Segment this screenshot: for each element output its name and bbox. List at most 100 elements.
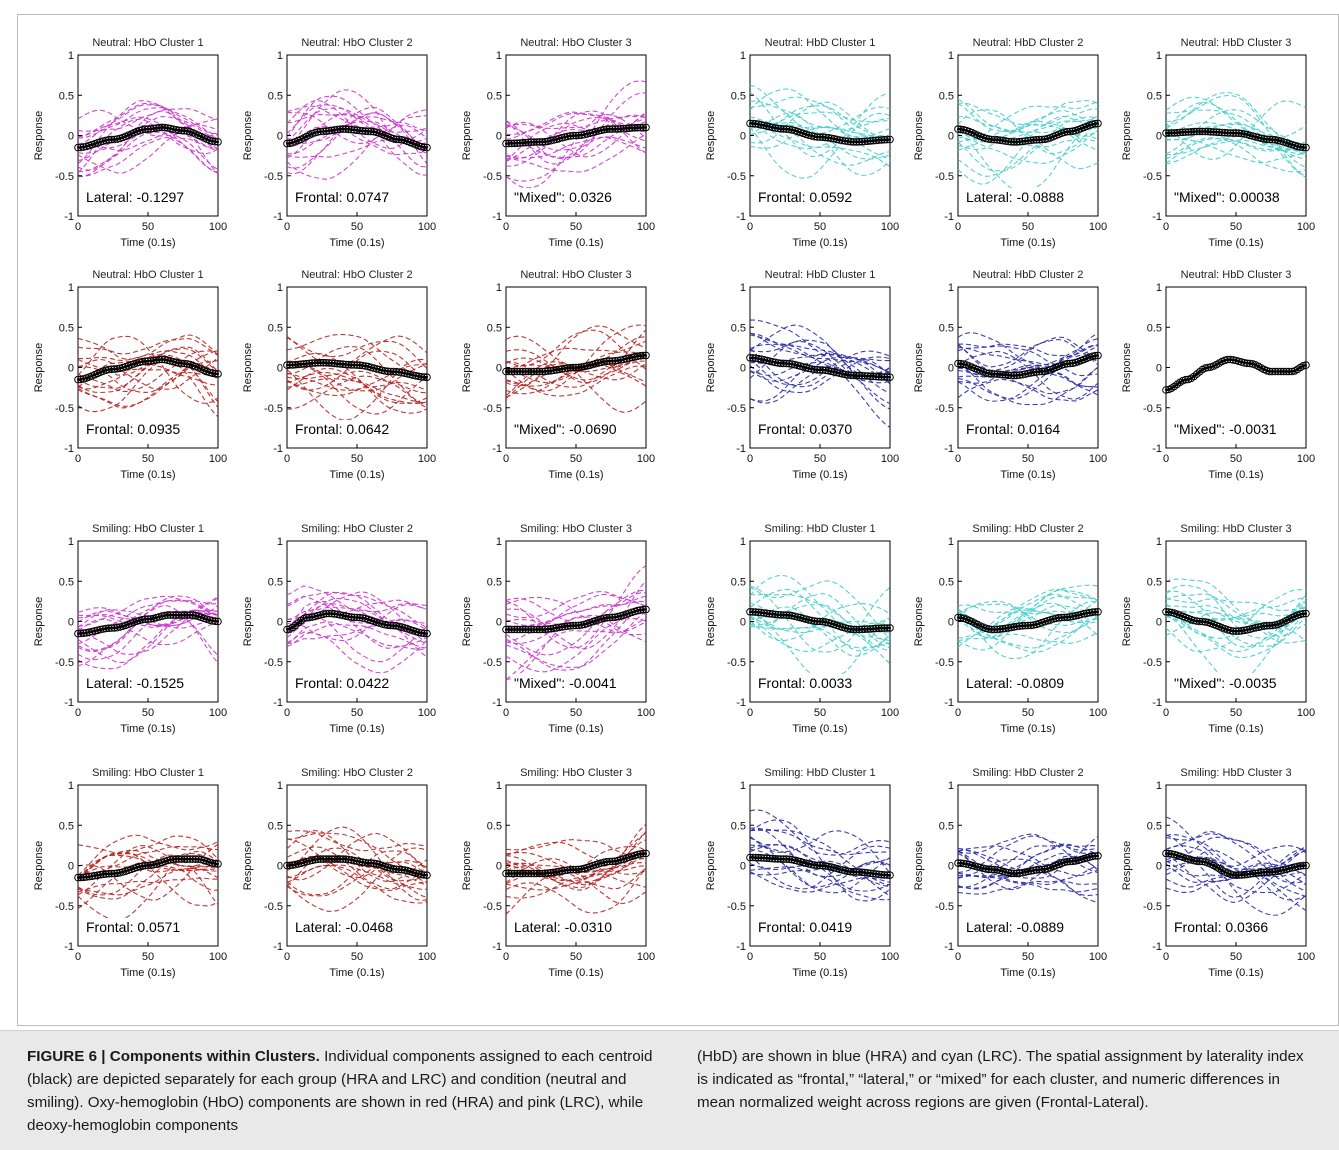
centroid-marker: [566, 866, 575, 874]
component-line: [505, 593, 647, 627]
centroid-marker: [608, 613, 617, 622]
centroid-marker: [214, 370, 222, 378]
component-line: [749, 84, 891, 135]
component-line: [77, 107, 219, 139]
centroid-marker: [384, 367, 392, 376]
centroid-marker: [1254, 869, 1263, 877]
centroid-marker: [1257, 622, 1265, 631]
subplot-title: Smiling: HbD Cluster 1: [764, 767, 875, 779]
centroid-marker: [788, 855, 796, 864]
centroid-marker: [1018, 137, 1027, 146]
centroid-marker: [563, 132, 572, 141]
centroid-marker: [858, 371, 866, 380]
centroid-marker: [777, 125, 785, 133]
centroid-marker: [763, 356, 771, 365]
component-line: [77, 595, 219, 627]
centroid-marker: [639, 123, 648, 132]
centroid-marker: [1091, 608, 1099, 616]
centroid-marker: [133, 863, 141, 872]
centroid-marker: [1215, 128, 1223, 137]
centroid-marker: [395, 622, 403, 631]
centroid-marker: [138, 862, 147, 870]
centroid-marker: [824, 862, 833, 871]
centroid-marker: [1254, 623, 1263, 632]
component-line: [750, 100, 891, 130]
centroid-marker: [849, 138, 858, 146]
y-axis-label: Response: [461, 343, 473, 393]
component-line: [1165, 578, 1307, 637]
centroid-marker: [417, 629, 426, 637]
centroid-marker: [1235, 627, 1243, 635]
centroid-marker: [113, 869, 121, 878]
component-line: [77, 338, 219, 356]
centroid-marker: [330, 359, 339, 368]
x-tick-label: 100: [1297, 453, 1315, 465]
centroid-marker: [821, 862, 830, 870]
centroid-marker: [74, 143, 82, 152]
component-line: [286, 838, 428, 878]
centroid-marker: [617, 125, 625, 133]
centroid-marker: [149, 356, 158, 365]
component-line: [286, 126, 428, 156]
component-line: [957, 116, 1099, 172]
centroid-marker: [1038, 367, 1046, 376]
centroid-marker: [547, 367, 555, 375]
y-tick-label: 1: [68, 282, 74, 294]
centroid-marker: [614, 612, 622, 621]
component-curves: [286, 333, 428, 421]
component-line: [749, 324, 891, 378]
component-line: [1165, 138, 1307, 164]
centroid-marker: [356, 361, 364, 370]
y-axis-label: Response: [242, 111, 254, 161]
centroid-marker: [1071, 612, 1080, 620]
centroid-marker: [1232, 627, 1240, 636]
centroid-marker: [572, 363, 580, 372]
centroid-marker: [861, 868, 869, 877]
centroid-marker: [1235, 129, 1243, 137]
centroid-marker: [642, 605, 650, 614]
centroid-markers: [283, 125, 431, 152]
subplot-title: Smiling: HbD Cluster 1: [764, 523, 875, 535]
x-tick-label: 0: [284, 707, 290, 719]
centroid-marker: [1027, 369, 1035, 377]
centroid-marker: [852, 371, 861, 380]
centroid-marker: [572, 131, 580, 140]
centroid-marker: [372, 365, 381, 373]
centroid-marker: [325, 855, 333, 863]
component-line: [77, 102, 219, 149]
centroid-marker: [138, 126, 147, 134]
component-line: [505, 351, 647, 384]
centroid-marker: [1049, 615, 1057, 623]
centroid-marker: [866, 869, 875, 878]
centroid-markers: [283, 358, 431, 382]
centroid-marker: [1299, 609, 1307, 618]
subplot-21: Smiling: HbO Cluster 3-1-0.500.510 50 100T…: [461, 767, 655, 979]
component-line: [505, 325, 647, 387]
y-tick-label: -1: [736, 697, 746, 709]
laterality-annotation: "Mixed": -0.0690: [514, 421, 617, 437]
y-tick-label: 0: [68, 617, 74, 629]
component-line: [1165, 96, 1307, 142]
centroid-marker: [810, 617, 819, 625]
centroid-marker: [533, 625, 541, 634]
centroid-marker: [852, 138, 861, 146]
centroid-marker: [774, 855, 782, 863]
centroid-marker: [381, 620, 389, 629]
y-tick-label: -0.5: [1143, 171, 1162, 183]
centroid-marker: [288, 361, 297, 369]
centroid-marker: [611, 857, 620, 866]
centroid-marker: [880, 135, 889, 144]
centroid-marker: [386, 621, 395, 630]
centroid-marker: [319, 358, 328, 367]
centroid-marker: [858, 868, 866, 877]
centroid-marker: [855, 625, 864, 634]
centroid-marker: [1176, 128, 1184, 137]
y-tick-label: 1: [496, 536, 502, 548]
centroid-marker: [982, 134, 990, 143]
component-line: [1165, 91, 1307, 154]
y-axis-label: Response: [913, 343, 925, 393]
centroid-marker: [507, 139, 516, 148]
y-tick-label: -1: [944, 941, 954, 953]
centroid-marker: [1212, 128, 1221, 136]
centroid-marker: [838, 370, 847, 378]
